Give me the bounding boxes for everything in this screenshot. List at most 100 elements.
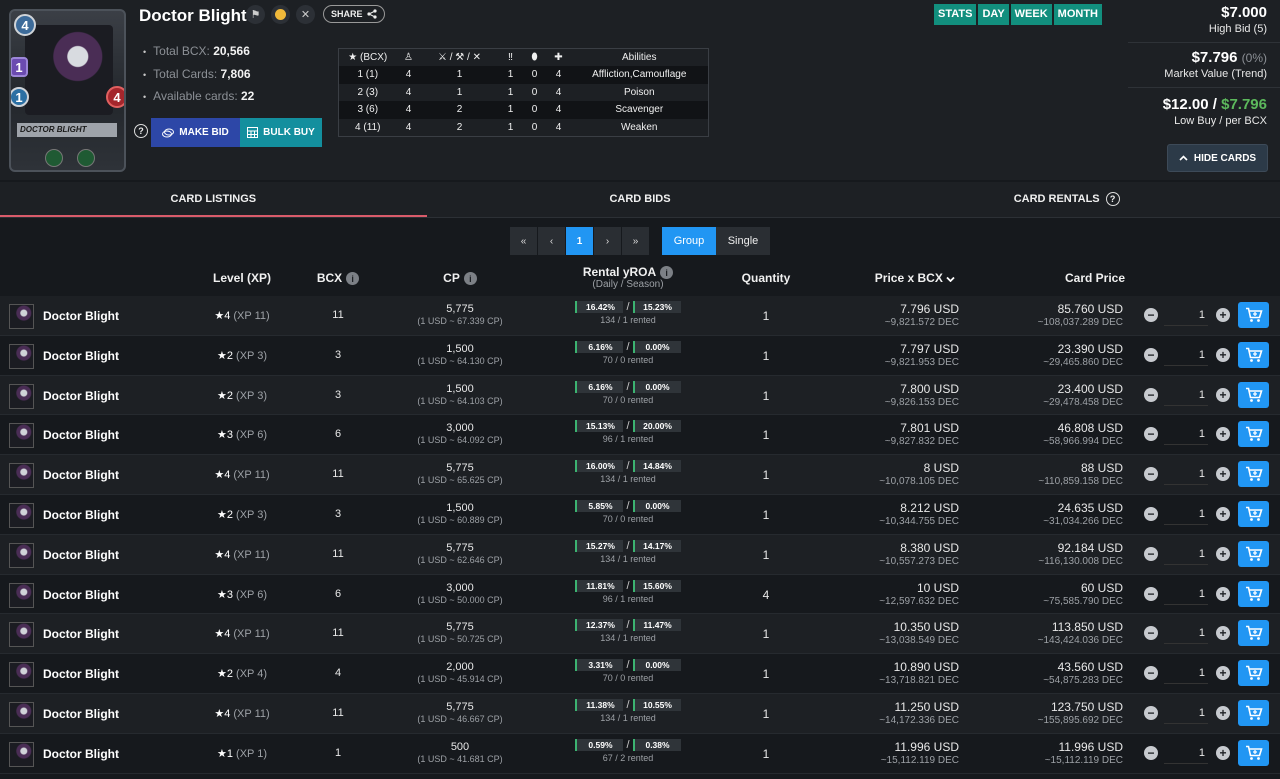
info-icon[interactable]: i [660,266,674,280]
table-row[interactable]: Doctor Blight ★2 (XP 4) 4 2,000 (1 USD ~ 45.… [0,654,1280,694]
decrease-quantity-button[interactable]: − [1144,506,1158,521]
decrease-quantity-button[interactable]: − [1144,308,1158,322]
next-page-button[interactable]: › [594,227,621,255]
period-month[interactable]: MONTH [1053,4,1102,25]
card-name[interactable]: Doctor Blight [43,706,119,721]
add-to-cart-button[interactable] [1238,341,1269,368]
add-to-cart-button[interactable] [1238,421,1269,448]
table-row[interactable]: Doctor Blight ★4 (XP 11) 11 5,775 (1 USD ~ 4… [0,693,1280,734]
col-level[interactable]: Level (XP) [212,271,272,285]
buy-quantity-input[interactable]: 1 [1164,543,1208,565]
card-name[interactable]: Doctor Blight [43,667,119,682]
decrease-quantity-button[interactable]: − [1144,626,1158,641]
increase-quantity-button[interactable]: + [1216,467,1230,482]
period-day[interactable]: DAY [978,4,1009,25]
table-row[interactable]: Doctor Blight ★4 (XP 11) 11 5,775 (1 USD ~ 5… [0,614,1280,655]
page-1-button[interactable]: 1 [566,227,593,255]
card-thumbnail[interactable] [9,502,34,528]
period-week[interactable]: WEEK [1010,4,1052,25]
decrease-quantity-button[interactable]: − [1144,666,1158,681]
decrease-quantity-button[interactable]: − [1144,586,1158,601]
decrease-quantity-button[interactable]: − [1144,387,1158,402]
card-thumbnail[interactable] [9,662,34,688]
add-to-cart-button[interactable] [1238,540,1269,567]
card-name[interactable]: Doctor Blight [43,388,119,403]
card-thumbnail[interactable] [9,741,34,767]
card-name[interactable]: Doctor Blight [43,746,119,761]
col-card-price[interactable]: Card Price [1064,271,1126,285]
card-name[interactable]: Doctor Blight [43,547,119,562]
card-thumbnail[interactable] [9,582,34,608]
help-icon[interactable]: ? [1105,192,1120,207]
decrease-quantity-button[interactable]: − [1144,467,1158,482]
card-image[interactable]: 4 1 1 4 DOCTOR BLIGHT [9,9,126,172]
card-name[interactable]: Doctor Blight [43,428,119,443]
col-cp[interactable]: CP i [420,271,500,286]
table-row[interactable]: Doctor Blight ★1 (XP 1) 1 500 (1 USD ~ 41.68… [0,733,1280,774]
add-to-cart-button[interactable] [1238,620,1269,647]
buy-quantity-input[interactable]: 1 [1164,344,1208,366]
card-thumbnail[interactable] [9,343,34,369]
add-to-cart-button[interactable] [1238,302,1269,328]
table-row[interactable]: Doctor Blight ★4 (XP 11) 11 5,775 (1 USD ~ 6… [0,455,1280,495]
table-row[interactable]: Doctor Blight ★4 (XP 11) 11 5,775 (1 USD ~ 6… [0,534,1280,575]
single-view-button[interactable]: Single [716,227,770,255]
first-page-button[interactable]: « [510,227,537,255]
card-thumbnail[interactable] [9,423,34,449]
add-to-cart-button[interactable] [1238,739,1269,766]
table-row[interactable]: Doctor Blight ★4 (XP 11) 11 5,775 (1 USD ~ 6… [0,296,1280,336]
card-thumbnail[interactable] [9,463,34,489]
increase-quantity-button[interactable]: + [1216,705,1230,720]
increase-quantity-button[interactable]: + [1216,347,1230,362]
col-price-bcx[interactable]: Price x BCX [860,271,970,285]
card-thumbnail[interactable] [9,542,34,568]
card-name[interactable]: Doctor Blight [43,468,119,483]
add-to-cart-button[interactable] [1238,461,1269,488]
increase-quantity-button[interactable]: + [1216,626,1230,641]
decrease-quantity-button[interactable]: − [1144,745,1158,760]
table-row[interactable]: Doctor Blight ★2 (XP 3) 3 1,500 (1 USD ~ 60.… [0,494,1280,535]
hide-cards-button[interactable]: HIDE CARDS [1167,144,1268,172]
add-to-cart-button[interactable] [1238,699,1269,726]
buy-quantity-input[interactable]: 1 [1164,622,1208,645]
increase-quantity-button[interactable]: + [1216,586,1230,601]
tab-card-rentals[interactable]: CARD RENTALS? [853,182,1280,217]
make-bid-button[interactable]: MAKE BID [151,118,240,147]
increase-quantity-button[interactable]: + [1216,745,1230,760]
increase-quantity-button[interactable]: + [1216,427,1230,442]
card-name[interactable]: Doctor Blight [43,627,119,642]
card-thumbnail[interactable] [9,383,34,409]
decrease-quantity-button[interactable]: − [1144,427,1158,442]
group-view-button[interactable]: Group [662,227,716,255]
info-icon[interactable]: i [346,272,360,286]
decrease-quantity-button[interactable]: − [1144,347,1158,362]
card-thumbnail[interactable] [9,622,34,648]
card-name[interactable]: Doctor Blight [43,309,119,323]
increase-quantity-button[interactable]: + [1216,506,1230,521]
card-name[interactable]: Doctor Blight [43,507,119,522]
add-to-cart-button[interactable] [1238,381,1269,408]
buy-quantity-input[interactable]: 1 [1164,702,1208,724]
col-quantity[interactable]: Quantity [741,271,791,285]
table-row[interactable]: Doctor Blight ★2 (XP 3) 3 1,500 (1 USD ~ 64.… [0,335,1280,376]
help-icon[interactable]: ? [134,124,148,138]
buy-quantity-input[interactable]: 1 [1164,662,1208,685]
increase-quantity-button[interactable]: + [1216,387,1230,402]
table-row[interactable]: Doctor Blight ★3 (XP 6) 6 3,000 (1 USD ~ 64.… [0,415,1280,456]
period-stats[interactable]: STATS [934,4,977,25]
card-name[interactable]: Doctor Blight [43,587,119,602]
col-rental-yroa[interactable]: Rental yROA i (Daily / Season) [560,265,696,290]
col-bcx[interactable]: BCX i [308,271,368,286]
last-page-button[interactable]: » [622,227,649,255]
add-to-cart-button[interactable] [1238,580,1269,607]
increase-quantity-button[interactable]: + [1216,308,1230,322]
buy-quantity-input[interactable]: 1 [1164,463,1208,486]
prev-page-button[interactable]: ‹ [538,227,565,255]
card-name[interactable]: Doctor Blight [43,348,119,363]
increase-quantity-button[interactable]: + [1216,666,1230,681]
info-icon[interactable]: i [463,272,477,286]
table-row[interactable]: Doctor Blight ★3 (XP 6) 6 3,000 (1 USD ~ 50.… [0,574,1280,615]
buy-quantity-input[interactable]: 1 [1164,583,1208,605]
share-button[interactable]: SHARE [323,5,385,23]
buy-quantity-input[interactable]: 1 [1164,503,1208,525]
